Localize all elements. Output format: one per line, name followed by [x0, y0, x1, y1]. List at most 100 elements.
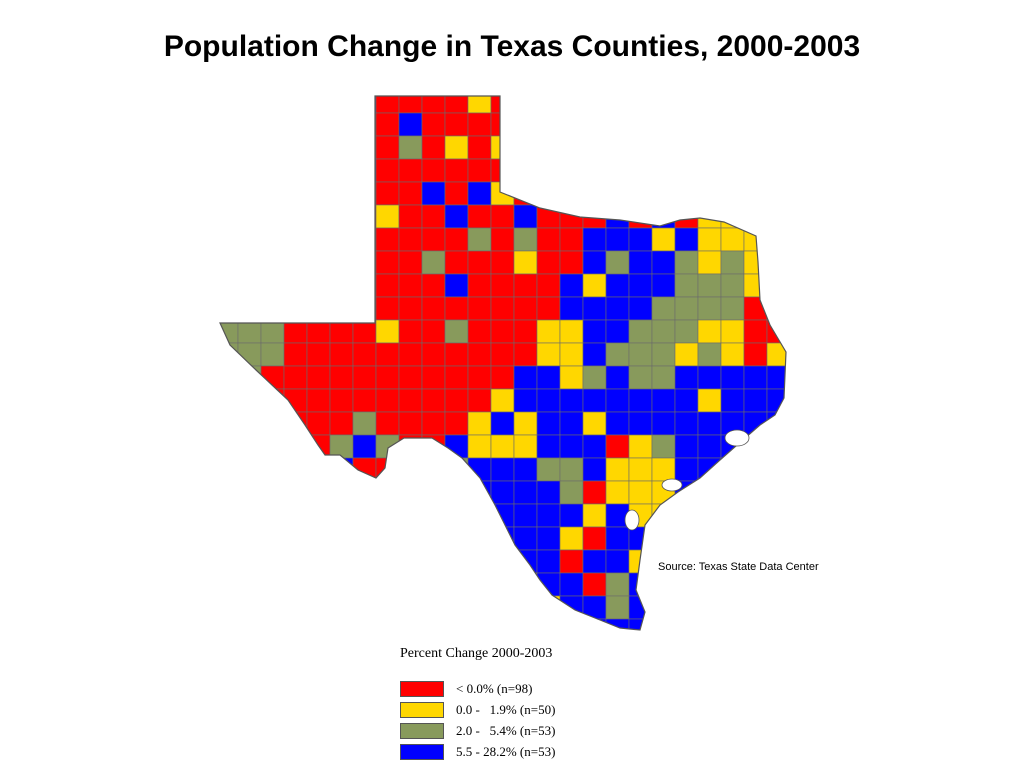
county-cell	[605, 112, 630, 137]
county-cell	[421, 388, 446, 413]
legend-label: 5.5 - 28.2% (n=53)	[456, 743, 556, 759]
county-cell	[513, 227, 538, 252]
legend-item: 2.0 - 5.4% (n=53)	[400, 720, 555, 741]
county-cell	[559, 227, 584, 252]
county-cell	[674, 96, 699, 114]
county-cell	[513, 388, 538, 413]
county-cell	[651, 250, 676, 275]
county-cell	[674, 296, 699, 321]
county-cell	[398, 595, 423, 620]
county-cell	[237, 526, 262, 551]
county-cell	[283, 549, 308, 574]
county-cell	[444, 618, 469, 630]
county-cell	[375, 388, 400, 413]
county-cell	[306, 296, 331, 321]
county-cell	[444, 549, 469, 574]
county-cell	[674, 526, 699, 551]
county-cell	[628, 480, 653, 505]
county-cell	[674, 250, 699, 275]
county-cell	[582, 388, 607, 413]
county-cell	[605, 273, 630, 298]
county-cell	[513, 434, 538, 459]
county-cell	[513, 158, 538, 183]
legend-label: 2.0 - 5.4% (n=53)	[456, 722, 556, 738]
county-cell	[559, 457, 584, 482]
county-cell	[559, 503, 584, 528]
county-cell	[467, 158, 492, 183]
county-cell	[582, 296, 607, 321]
county-cell	[283, 365, 308, 390]
county-cell	[536, 342, 561, 367]
county-cell	[260, 135, 285, 160]
legend-label: 0.0 - 1.9% (n=50)	[456, 701, 556, 717]
county-cell	[697, 480, 722, 505]
county-cell	[651, 273, 676, 298]
county-cell	[697, 96, 722, 114]
county-cell	[651, 96, 676, 114]
county-cell	[352, 135, 377, 160]
county-cell	[306, 135, 331, 160]
county-cell	[536, 549, 561, 574]
county-cell	[766, 227, 786, 252]
county-cell	[220, 250, 239, 275]
county-cell	[306, 411, 331, 436]
county-cell	[628, 250, 653, 275]
county-cell	[743, 618, 768, 630]
county-cell	[444, 227, 469, 252]
county-cell	[421, 135, 446, 160]
county-cell	[743, 112, 768, 137]
county-cell	[651, 618, 676, 630]
county-cell	[513, 503, 538, 528]
county-cell	[490, 227, 515, 252]
county-cell	[582, 96, 607, 114]
county-cell	[743, 572, 768, 597]
county-cell	[283, 204, 308, 229]
county-cell	[260, 434, 285, 459]
county-cell	[674, 112, 699, 137]
county-cell	[628, 158, 653, 183]
county-cell	[329, 618, 354, 630]
county-cell	[582, 227, 607, 252]
county-cell	[444, 181, 469, 206]
county-cell	[766, 411, 786, 436]
county-cell	[375, 273, 400, 298]
county-cell	[444, 296, 469, 321]
county-cell	[513, 457, 538, 482]
county-cell	[421, 618, 446, 630]
county-cell	[490, 273, 515, 298]
county-cell	[490, 434, 515, 459]
county-cell	[490, 549, 515, 574]
county-cell	[220, 135, 239, 160]
county-cell	[720, 480, 745, 505]
county-cell	[467, 204, 492, 229]
county-cell	[559, 112, 584, 137]
county-cell	[237, 549, 262, 574]
county-cell	[444, 135, 469, 160]
county-cell	[582, 411, 607, 436]
county-cell	[398, 526, 423, 551]
county-cell	[375, 595, 400, 620]
county-cell	[605, 227, 630, 252]
county-cell	[421, 526, 446, 551]
county-cell	[490, 204, 515, 229]
county-cell	[674, 204, 699, 229]
county-cell	[697, 319, 722, 344]
county-cell	[398, 319, 423, 344]
county-cell	[375, 227, 400, 252]
county-cell	[490, 480, 515, 505]
county-cell	[536, 365, 561, 390]
county-cell	[398, 96, 423, 114]
county-cell	[260, 457, 285, 482]
county-cell	[720, 526, 745, 551]
county-cell	[220, 388, 239, 413]
county-cell	[306, 595, 331, 620]
county-cell	[375, 96, 400, 114]
county-cell	[237, 503, 262, 528]
county-cell	[582, 549, 607, 574]
county-cell	[628, 411, 653, 436]
county-cell	[283, 526, 308, 551]
county-cell	[628, 181, 653, 206]
county-cell	[237, 457, 262, 482]
county-cell	[559, 572, 584, 597]
county-cell	[605, 595, 630, 620]
